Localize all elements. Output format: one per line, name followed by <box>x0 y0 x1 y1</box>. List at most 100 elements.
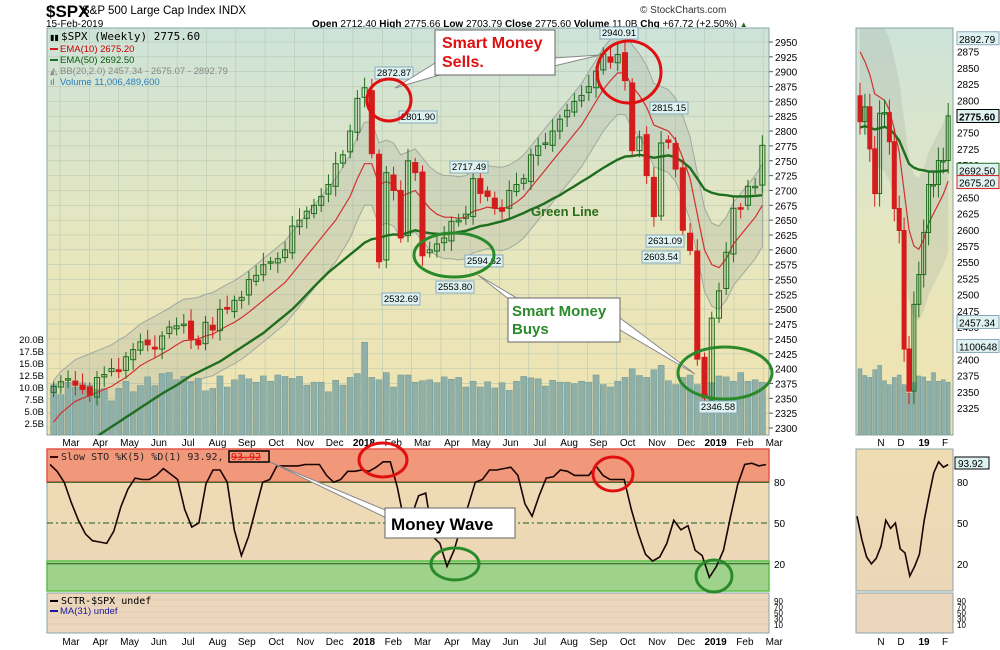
svg-text:5.0B: 5.0B <box>24 407 44 418</box>
low-value: 2703.79 <box>466 19 503 30</box>
svg-text:7.5B: 7.5B <box>24 395 44 406</box>
svg-text:10.0B: 10.0B <box>19 383 44 394</box>
svg-text:2872.87: 2872.87 <box>377 68 411 79</box>
svg-text:2650: 2650 <box>957 193 980 204</box>
svg-text:Nov: Nov <box>648 438 666 449</box>
sctr-legend-line1: SCTR-$SPX undef <box>61 596 151 607</box>
svg-text:Mar: Mar <box>62 438 80 449</box>
index-name: S&P 500 Large Cap Index <box>82 5 216 17</box>
close-value: 2775.60 <box>534 19 572 30</box>
svg-text:Sep: Sep <box>238 637 256 648</box>
svg-text:2850: 2850 <box>957 64 980 75</box>
svg-text:2325: 2325 <box>775 409 798 420</box>
sells-callout-line1: Smart Money <box>442 35 543 52</box>
svg-text:2717.49: 2717.49 <box>452 162 486 173</box>
x-axis-bottom: Mar Apr May Jun Jul Aug Sep Oct Nov Dec 2018 Feb Mar… <box>62 637 948 648</box>
svg-text:2940.91: 2940.91 <box>602 28 636 39</box>
svg-text:90: 90 <box>774 597 783 606</box>
svg-text:70: 70 <box>957 603 966 612</box>
close-label: Close <box>504 19 533 30</box>
volume-icon: ıl <box>50 77 55 87</box>
overbought-zone <box>46 448 770 483</box>
legend-ema10: EMA(10) 2675.20 <box>60 44 134 55</box>
svg-text:2525: 2525 <box>957 274 980 285</box>
svg-text:2692.50: 2692.50 <box>959 166 996 177</box>
svg-text:2500: 2500 <box>957 291 980 302</box>
sells-callout <box>434 29 556 76</box>
svg-text:50: 50 <box>774 519 786 530</box>
symbol-subtitle: S&P 500 Large Cap Index INDX <box>82 5 246 17</box>
buy-circle-1 <box>412 231 496 279</box>
svg-text:2475: 2475 <box>775 320 798 331</box>
svg-text:Oct: Oct <box>620 438 636 449</box>
legend-price: $SPX (Weekly) 2775.60 <box>61 30 200 43</box>
money-wave-callout <box>384 507 516 539</box>
svg-text:2775: 2775 <box>775 142 798 153</box>
svg-text:2750: 2750 <box>957 129 980 140</box>
x-axis-top: Mar Apr May Jun Jul Aug Sep Oct Nov Dec 2018 Feb Mar… <box>62 438 948 449</box>
low-label: Low <box>443 19 464 30</box>
svg-text:2475: 2475 <box>957 307 980 318</box>
svg-text:2350: 2350 <box>775 394 798 405</box>
svg-text:N: N <box>877 438 884 449</box>
svg-text:2801.90: 2801.90 <box>401 112 435 123</box>
svg-text:17.5B: 17.5B <box>19 347 44 358</box>
svg-text:2575: 2575 <box>775 261 798 272</box>
oversold-zone <box>46 560 770 592</box>
svg-text:Feb: Feb <box>736 438 754 449</box>
up-triangle-icon: ▲ <box>739 20 748 29</box>
svg-text:2825: 2825 <box>775 112 798 123</box>
svg-text:90: 90 <box>957 597 966 606</box>
svg-text:Apr: Apr <box>93 637 109 648</box>
inset-sctr-panel <box>855 592 954 634</box>
svg-text:2650: 2650 <box>775 216 798 227</box>
volume-bars <box>50 342 766 435</box>
svg-text:2815.15: 2815.15 <box>652 103 686 114</box>
svg-text:19: 19 <box>918 438 930 449</box>
annotations: Smart Money Sells. Smart Money Buys Gree… <box>269 29 774 594</box>
svg-text:2400: 2400 <box>775 365 798 376</box>
legend-bb: BB(20,2.0) 2457.34 - 2675.07 - 2892.79 <box>60 66 228 77</box>
svg-text:20.0B: 20.0B <box>19 335 44 346</box>
svg-text:2018: 2018 <box>353 438 376 449</box>
sells-callout-line2: Sells. <box>442 54 484 71</box>
sell-circle-2 <box>595 39 663 105</box>
svg-text:Aug: Aug <box>560 637 578 648</box>
sctr-legend-line2: MA(31) undef <box>60 606 118 617</box>
sctr-legend: SCTR-$SPX undef MA(31) undef <box>50 596 151 617</box>
chart-date: 15-Feb-2019 <box>46 19 104 30</box>
candlesticks <box>50 40 766 411</box>
svg-text:2892.79: 2892.79 <box>959 35 996 46</box>
svg-text:Mar: Mar <box>766 637 784 648</box>
stoch-legend-label: Slow STO %K(5) %D(1) 93.92, <box>61 452 224 463</box>
open-value: 2712.40 <box>340 19 377 30</box>
svg-text:2800: 2800 <box>957 96 980 107</box>
svg-text:2603.54: 2603.54 <box>644 252 678 263</box>
candle-icon: ▮▮ <box>50 33 59 42</box>
stoch-boxed-value: 93.92 <box>231 452 261 463</box>
svg-text:Sep: Sep <box>238 438 256 449</box>
svg-text:Aug: Aug <box>209 637 227 648</box>
exchange: INDX <box>218 5 247 17</box>
svg-text:Mar: Mar <box>414 438 432 449</box>
sto-buy-circle-2 <box>694 558 734 594</box>
buys-callout-line2: Buys <box>512 321 549 338</box>
svg-text:2900: 2900 <box>775 68 798 79</box>
svg-text:N: N <box>877 637 884 648</box>
inset-y-axis: 2325235023752400242524502475250025252550… <box>956 31 1000 415</box>
sto-sell-circle-2 <box>591 455 635 493</box>
svg-text:D: D <box>897 637 904 648</box>
legend-ema50: EMA(50) 2692.50 <box>60 55 134 66</box>
price-legend: ▮▮ $SPX (Weekly) 2775.60 EMA(10) 2675.20… <box>50 30 228 88</box>
svg-text:Sep: Sep <box>590 637 608 648</box>
svg-text:10: 10 <box>774 621 783 630</box>
svg-text:93.92: 93.92 <box>958 459 983 470</box>
svg-text:2325: 2325 <box>957 404 980 415</box>
svg-text:Oct: Oct <box>268 438 284 449</box>
svg-text:19: 19 <box>918 637 930 648</box>
svg-text:2375: 2375 <box>957 372 980 383</box>
copyright: © StockCharts.com <box>640 5 727 16</box>
svg-text:2875: 2875 <box>957 48 980 59</box>
svg-text:Aug: Aug <box>209 438 227 449</box>
